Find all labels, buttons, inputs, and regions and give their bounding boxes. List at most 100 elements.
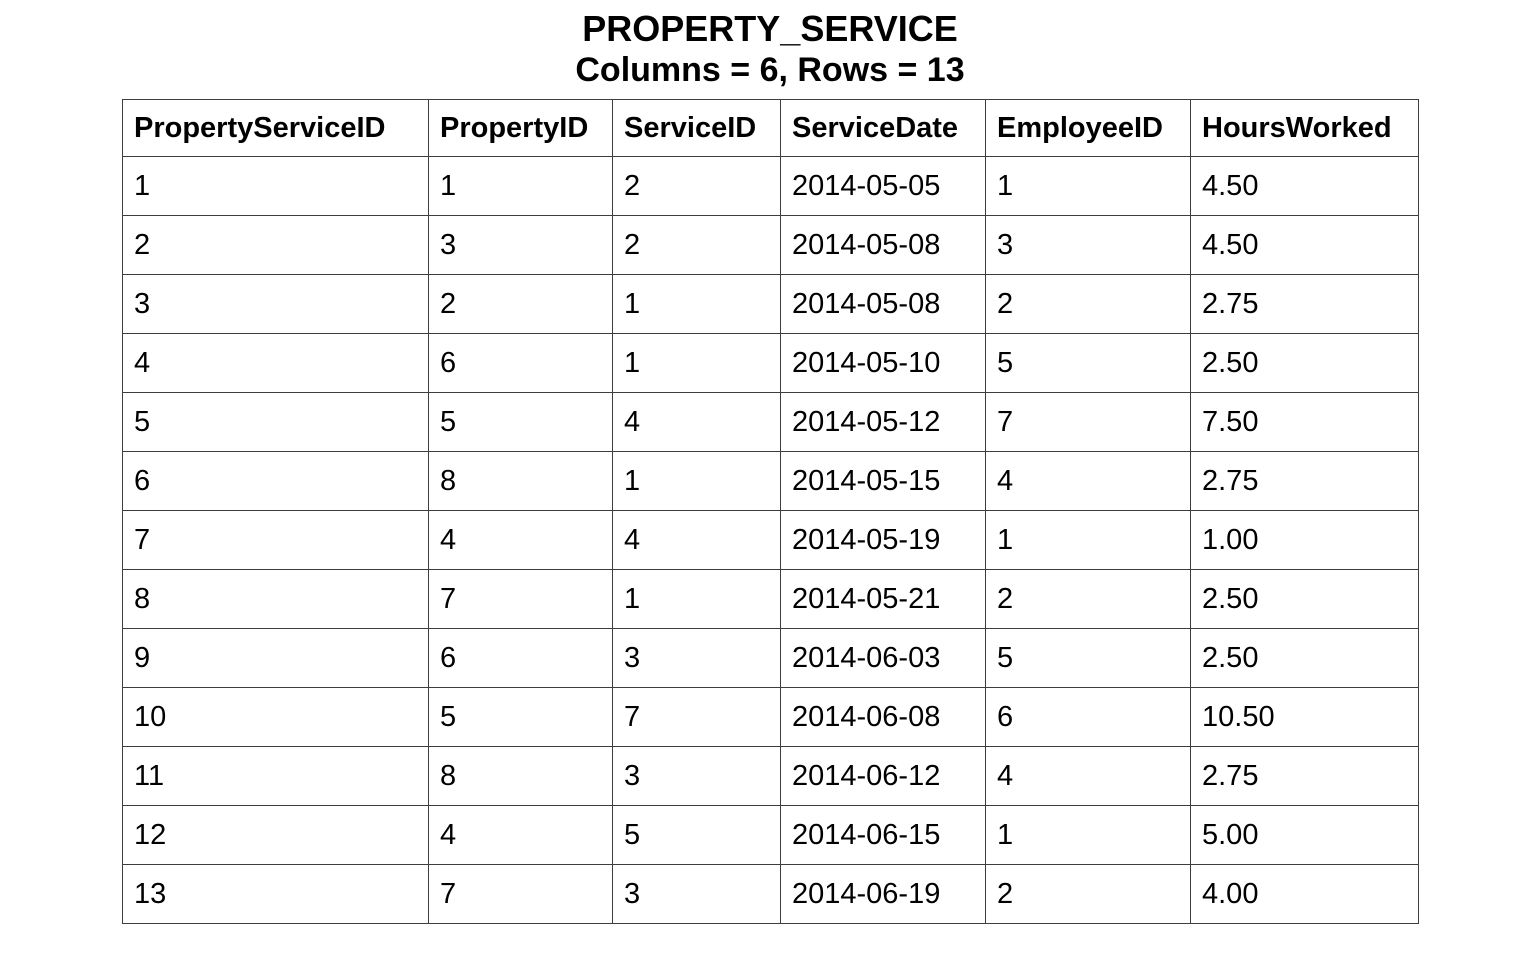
table-cell: 5 xyxy=(122,392,429,453)
table-cell: 5 xyxy=(612,805,781,866)
header-row: PropertyServiceID PropertyID ServiceID Serv… xyxy=(122,99,1419,158)
table-cell: 2014-05-08 xyxy=(780,274,986,335)
table-cell: 2014-05-15 xyxy=(780,451,986,512)
table-cell: 9 xyxy=(122,628,429,689)
table-row: 10 5 7 2014-06-08 6 10.50 xyxy=(122,687,1419,748)
table-cell: 2 xyxy=(985,864,1191,925)
table-row: 13 7 3 2014-06-19 2 4.00 xyxy=(122,864,1419,925)
table-cell: 4 xyxy=(428,805,613,866)
table-cell: 5 xyxy=(428,392,613,453)
table-cell: 2 xyxy=(612,215,781,276)
table-cell: 5 xyxy=(985,333,1191,394)
table-cell: 2014-05-05 xyxy=(780,156,986,217)
table-row: 11 8 3 2014-06-12 4 2.75 xyxy=(122,746,1419,807)
table-cell: 6 xyxy=(428,333,613,394)
table-cell: 1 xyxy=(612,451,781,512)
table-cell: 7 xyxy=(428,569,613,630)
table-cell: 2014-05-12 xyxy=(780,392,986,453)
table-row: 8 7 1 2014-05-21 2 2.50 xyxy=(122,569,1419,630)
table-cell: 3 xyxy=(612,628,781,689)
table-row: 1 1 2 2014-05-05 1 4.50 xyxy=(122,156,1419,217)
table-cell: 2 xyxy=(985,569,1191,630)
table-row: 12 4 5 2014-06-15 1 5.00 xyxy=(122,805,1419,866)
table-cell: 7 xyxy=(428,864,613,925)
table-cell: 2014-05-08 xyxy=(780,215,986,276)
table-cell: 7 xyxy=(985,392,1191,453)
table-cell: 3 xyxy=(985,215,1191,276)
table-cell: 5 xyxy=(428,687,613,748)
column-header: PropertyID xyxy=(428,99,613,158)
table-cell: 4 xyxy=(985,451,1191,512)
table-cell: 5.00 xyxy=(1190,805,1419,866)
table-cell: 7 xyxy=(612,687,781,748)
table-cell: 2 xyxy=(612,156,781,217)
table-cell: 6 xyxy=(985,687,1191,748)
column-header: ServiceDate xyxy=(780,99,986,158)
table-cell: 3 xyxy=(612,746,781,807)
table-row: 2 3 2 2014-05-08 3 4.50 xyxy=(122,215,1419,276)
table-cell: 11 xyxy=(122,746,429,807)
table-cell: 5 xyxy=(985,628,1191,689)
table-cell: 10 xyxy=(122,687,429,748)
table-cell: 8 xyxy=(122,569,429,630)
table-cell: 13 xyxy=(122,864,429,925)
table-cell: 1 xyxy=(985,510,1191,571)
table-cell: 1.00 xyxy=(1190,510,1419,571)
table-cell: 4.50 xyxy=(1190,156,1419,217)
table-cell: 4.50 xyxy=(1190,215,1419,276)
column-header: HoursWorked xyxy=(1190,99,1419,158)
column-header: EmployeeID xyxy=(985,99,1191,158)
table-cell: 1 xyxy=(985,805,1191,866)
table-cell: 2.75 xyxy=(1190,746,1419,807)
table-cell: 3 xyxy=(428,215,613,276)
table-cell: 2014-05-10 xyxy=(780,333,986,394)
table-row: 5 5 4 2014-05-12 7 7.50 xyxy=(122,392,1419,453)
table-cell: 6 xyxy=(122,451,429,512)
table-cell: 2 xyxy=(428,274,613,335)
table-cell: 2 xyxy=(122,215,429,276)
table-cell: 4.00 xyxy=(1190,864,1419,925)
table-cell: 2.50 xyxy=(1190,628,1419,689)
table-cell: 1 xyxy=(612,274,781,335)
table-cell: 3 xyxy=(122,274,429,335)
table-cell: 2014-05-21 xyxy=(780,569,986,630)
page-subtitle: Columns = 6, Rows = 13 xyxy=(575,51,965,90)
table-cell: 4 xyxy=(985,746,1191,807)
table-row: 6 8 1 2014-05-15 4 2.75 xyxy=(122,451,1419,512)
table-row: 9 6 3 2014-06-03 5 2.50 xyxy=(122,628,1419,689)
table-cell: 4 xyxy=(428,510,613,571)
table-cell: 2014-06-15 xyxy=(780,805,986,866)
table-cell: 8 xyxy=(428,746,613,807)
table-cell: 1 xyxy=(985,156,1191,217)
table-cell: 1 xyxy=(612,569,781,630)
table-cell: 12 xyxy=(122,805,429,866)
title-block: PROPERTY_SERVICE Columns = 6, Rows = 13 xyxy=(122,8,1418,90)
page-title: PROPERTY_SERVICE xyxy=(582,8,958,49)
table-cell: 4 xyxy=(612,392,781,453)
table-cell: 2014-06-03 xyxy=(780,628,986,689)
table-cell: 1 xyxy=(612,333,781,394)
table-cell: 4 xyxy=(122,333,429,394)
table-cell: 2014-05-19 xyxy=(780,510,986,571)
table-row: 3 2 1 2014-05-08 2 2.75 xyxy=(122,274,1419,335)
table-cell: 8 xyxy=(428,451,613,512)
table-cell: 3 xyxy=(612,864,781,925)
column-header: PropertyServiceID xyxy=(122,99,429,158)
table-row: 7 4 4 2014-05-19 1 1.00 xyxy=(122,510,1419,571)
column-header: ServiceID xyxy=(612,99,781,158)
table-cell: 2014-06-12 xyxy=(780,746,986,807)
table-cell: 10.50 xyxy=(1190,687,1419,748)
table-cell: 7 xyxy=(122,510,429,571)
table-cell: 2.50 xyxy=(1190,333,1419,394)
table-cell: 2.75 xyxy=(1190,451,1419,512)
table-cell: 1 xyxy=(122,156,429,217)
table-cell: 2.75 xyxy=(1190,274,1419,335)
table-body: 1 1 2 2014-05-05 1 4.50 2 3 2 2014-05-08 3 4.50 3 2 1 2… xyxy=(122,156,1419,925)
table-cell: 2.50 xyxy=(1190,569,1419,630)
table-row: 4 6 1 2014-05-10 5 2.50 xyxy=(122,333,1419,394)
table-cell: 2014-06-19 xyxy=(780,864,986,925)
table-cell: 4 xyxy=(612,510,781,571)
table-cell: 1 xyxy=(428,156,613,217)
table-cell: 2 xyxy=(985,274,1191,335)
